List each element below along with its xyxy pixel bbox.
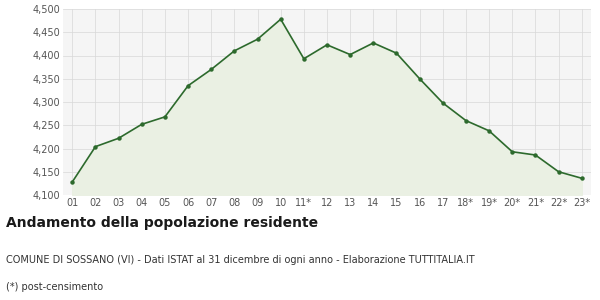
Text: COMUNE DI SOSSANO (VI) - Dati ISTAT al 31 dicembre di ogni anno - Elaborazione T: COMUNE DI SOSSANO (VI) - Dati ISTAT al 3… <box>6 255 475 265</box>
Text: (*) post-censimento: (*) post-censimento <box>6 282 103 292</box>
Text: Andamento della popolazione residente: Andamento della popolazione residente <box>6 216 318 230</box>
